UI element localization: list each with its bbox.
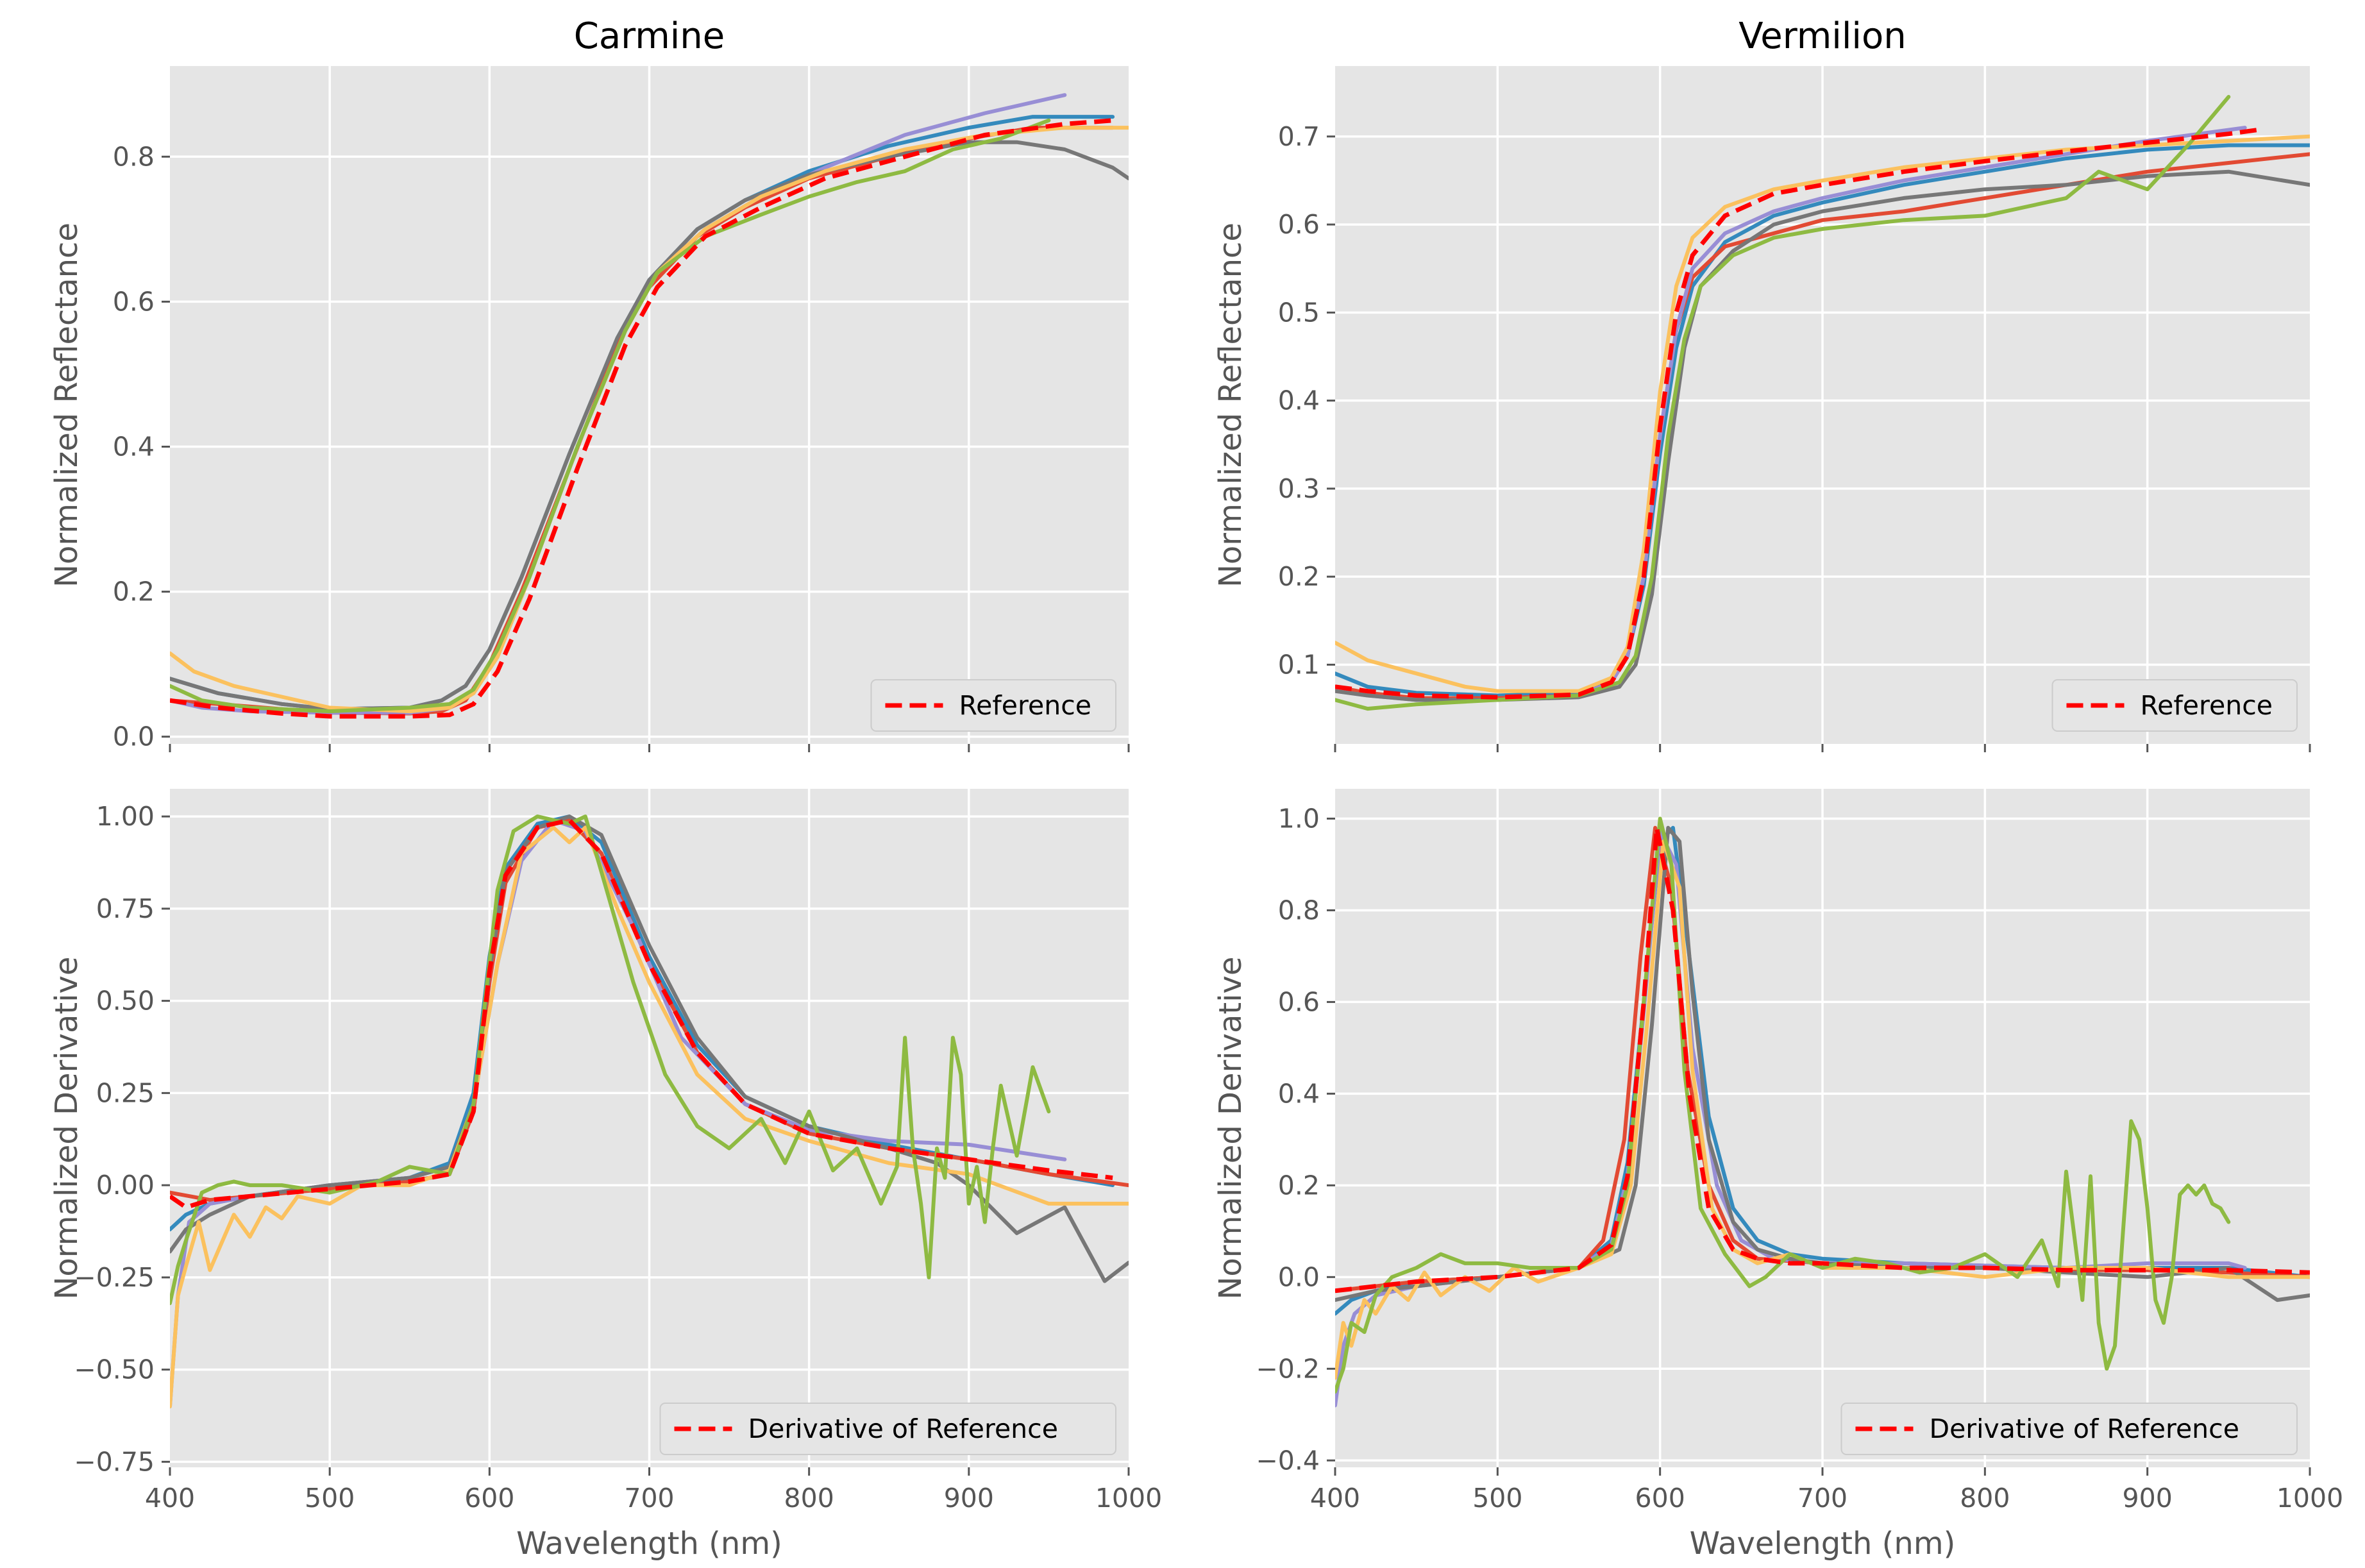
x-tick-label: 1000 [1095, 1483, 1162, 1513]
panel-title: Vermilion [1738, 15, 1906, 57]
panel-carmine-reflectance: 0.0 0.2 0.4 0.6 0.8 Carmine Normalized Reflect… [49, 15, 1130, 752]
legend-box [1840, 1403, 2298, 1455]
x-tick-label: 600 [464, 1483, 514, 1513]
y-tick-label: 0.6 [113, 286, 155, 317]
y-tick-label: 0.5 [1278, 297, 1320, 328]
y-tick-label: 0.1 [1278, 649, 1320, 680]
legend: Derivative of Reference [1840, 1403, 2298, 1455]
x-tick-label: 800 [1960, 1483, 2010, 1513]
y-tick-label: 0.2 [113, 577, 155, 607]
y-tick-label: 0.25 [96, 1077, 155, 1108]
x-tick-label: 800 [784, 1483, 834, 1513]
legend-box [2051, 679, 2298, 732]
y-tick-label: 0.00 [96, 1170, 155, 1201]
x-tick-label: 900 [944, 1483, 994, 1513]
y-tick-label: 0.4 [113, 432, 155, 462]
reference-line [170, 818, 1113, 1210]
x-tick-label: 900 [2123, 1483, 2173, 1513]
y-tick-label: −0.2 [1256, 1353, 1320, 1384]
legend-label: Derivative of Reference [1930, 1413, 2239, 1444]
y-tick-label: 0.2 [1278, 561, 1320, 592]
panel-carmine-derivative: 400 500 600 700 800 900 1000 −0.75 −0.50 −0.25 0.0… [49, 789, 1162, 1562]
legend-box [659, 1403, 1116, 1455]
series-line-sample-6 [1335, 816, 2231, 1394]
series-line-sample-6 [170, 118, 1051, 714]
series-line-sample-4 [1335, 825, 2310, 1302]
y-tick-label: 0.4 [1278, 1078, 1320, 1109]
y-tick-label: 0.75 [96, 893, 155, 924]
y-tick-label: 0.0 [113, 721, 155, 752]
y-axis-label: Normalized Reflectance [49, 223, 85, 587]
legend-label: Reference [2141, 690, 2273, 721]
y-axis-label: Normalized Reflectance [1213, 223, 1249, 587]
y-tick-label: −0.4 [1256, 1445, 1320, 1476]
x-tick-label: 500 [305, 1483, 355, 1513]
y-tick-label: −0.50 [74, 1354, 155, 1385]
x-tick-label: 600 [1635, 1483, 1685, 1513]
series-line-sample-6 [170, 814, 1051, 1306]
x-tick-label: 700 [1797, 1483, 1847, 1513]
y-axis-label: Normalized Derivative [1213, 957, 1249, 1300]
y-tick-label: 0.50 [96, 986, 155, 1016]
y-tick-label: 0.4 [1278, 385, 1320, 416]
x-tick-label: 500 [1472, 1483, 1522, 1513]
legend-label: Derivative of Reference [748, 1413, 1058, 1444]
x-tick-label: 400 [145, 1483, 195, 1513]
y-tick-label: 0.3 [1278, 473, 1320, 504]
reference-line [1335, 827, 2310, 1294]
x-tick-label: 1000 [2277, 1483, 2343, 1513]
legend: Reference [870, 679, 1116, 732]
legend: Reference [2051, 679, 2298, 732]
y-tick-label: −0.75 [74, 1446, 155, 1477]
y-tick-label: 1.00 [96, 801, 155, 832]
panel-vermilion-reflectance: 0.1 0.2 0.3 0.4 0.5 0.6 0.7 Vermilion Normalized… [1213, 15, 2311, 752]
y-tick-label: 0.2 [1278, 1170, 1320, 1201]
legend-label: Reference [959, 690, 1091, 721]
legend-box [870, 679, 1116, 732]
y-tick-label: 0.8 [1278, 895, 1320, 925]
x-tick-label: 700 [624, 1483, 674, 1513]
x-axis-label: Wavelength (nm) [516, 1526, 782, 1562]
x-axis-label: Wavelength (nm) [1690, 1526, 1956, 1562]
y-tick-label: 1.0 [1278, 803, 1320, 834]
series-line-sample-5 [1335, 134, 2310, 693]
y-tick-label: 0.6 [1278, 209, 1320, 240]
y-axis-label: Normalized Derivative [49, 957, 85, 1300]
x-tick-label: 400 [1310, 1483, 1360, 1513]
y-tick-label: 0.0 [1278, 1261, 1320, 1292]
panel-vermilion-derivative: 400 500 600 700 800 900 1000 −0.4 −0.2 0.0 0.2 0.4 0… [1213, 789, 2343, 1562]
reference-line [1335, 127, 2262, 700]
legend: Derivative of Reference [659, 1403, 1116, 1455]
y-tick-label: 0.6 [1278, 986, 1320, 1017]
y-tick-label: 0.7 [1278, 121, 1320, 152]
y-tick-label: −0.25 [74, 1262, 155, 1293]
panel-title: Carmine [574, 15, 725, 57]
y-tick-label: 0.8 [113, 141, 155, 172]
series-line-sample-6 [1335, 95, 2231, 711]
reference-line [170, 118, 1113, 719]
